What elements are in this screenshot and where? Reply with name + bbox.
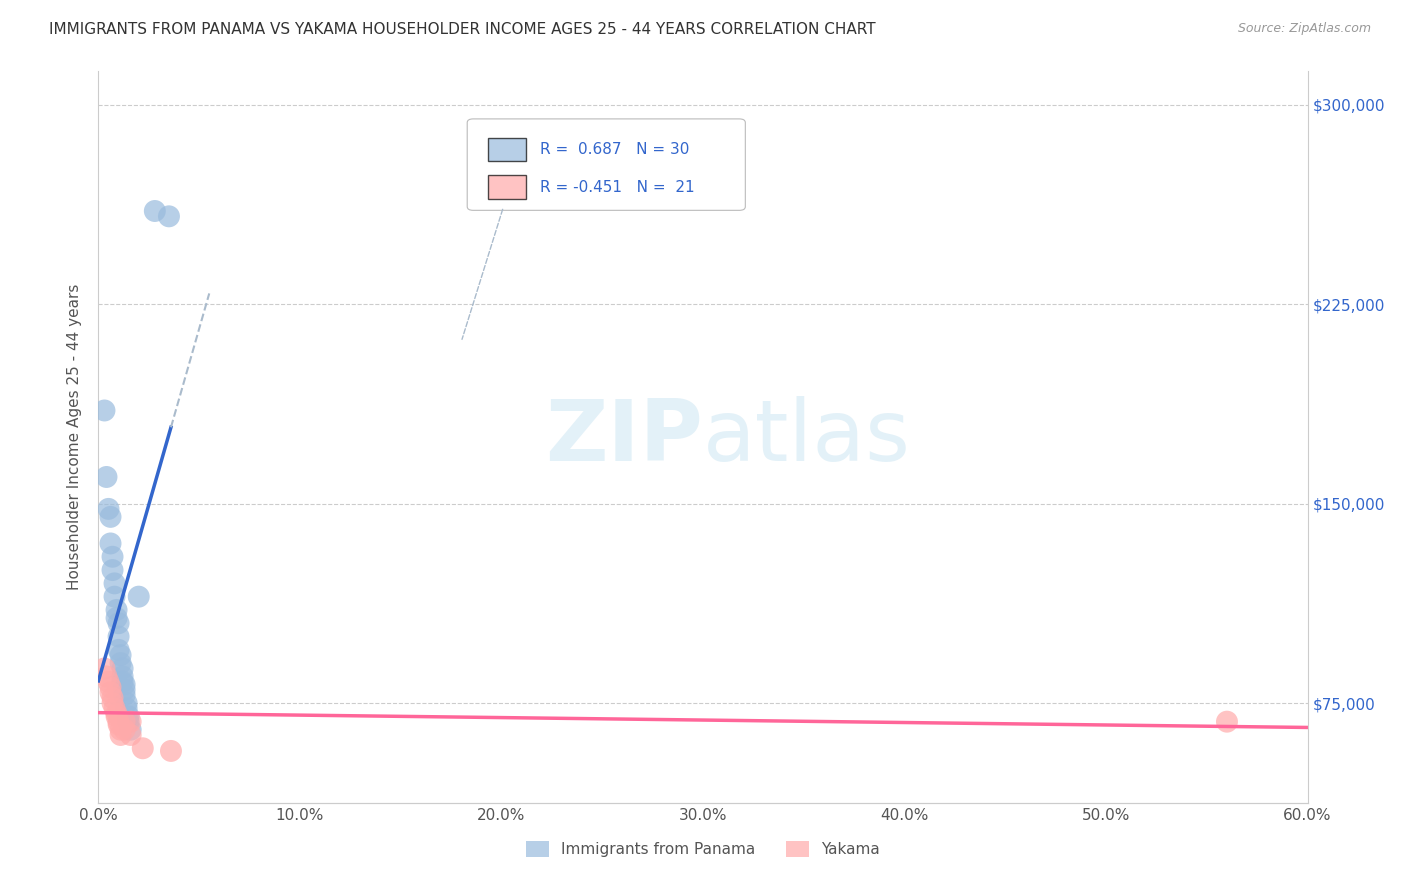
- Point: [120, 728, 142, 742]
- Point: [100, 680, 122, 694]
- Point: [114, 688, 136, 702]
- Text: IMMIGRANTS FROM PANAMA VS YAKAMA HOUSEHOLDER INCOME AGES 25 - 44 YEARS CORRELATI: IMMIGRANTS FROM PANAMA VS YAKAMA HOUSEHO…: [49, 22, 876, 37]
- FancyBboxPatch shape: [488, 176, 526, 199]
- Point: [93, 403, 115, 417]
- Point: [111, 661, 134, 675]
- Point: [132, 741, 155, 756]
- Point: [103, 701, 125, 715]
- Point: [115, 696, 138, 710]
- Point: [110, 648, 132, 663]
- Point: [114, 682, 136, 697]
- Point: [101, 690, 124, 705]
- Point: [96, 669, 118, 683]
- Point: [114, 723, 136, 737]
- Point: [110, 728, 132, 742]
- Y-axis label: Householder Income Ages 25 - 44 years: Householder Income Ages 25 - 44 years: [67, 284, 83, 591]
- Point: [107, 630, 129, 644]
- Point: [107, 717, 129, 731]
- Point: [110, 723, 132, 737]
- Legend: Immigrants from Panama, Yakama: Immigrants from Panama, Yakama: [526, 841, 880, 857]
- Point: [100, 509, 122, 524]
- Point: [107, 643, 129, 657]
- FancyBboxPatch shape: [488, 137, 526, 161]
- Point: [93, 661, 115, 675]
- Point: [114, 677, 136, 691]
- Point: [114, 714, 136, 729]
- Point: [111, 674, 134, 689]
- Point: [120, 714, 142, 729]
- Point: [105, 611, 128, 625]
- Text: Source: ZipAtlas.com: Source: ZipAtlas.com: [1237, 22, 1371, 36]
- Point: [118, 709, 141, 723]
- Point: [97, 502, 120, 516]
- FancyBboxPatch shape: [467, 119, 745, 211]
- Text: R = -0.451   N =  21: R = -0.451 N = 21: [540, 179, 695, 194]
- Point: [103, 576, 125, 591]
- Point: [105, 706, 128, 721]
- Point: [1216, 714, 1239, 729]
- Point: [160, 744, 183, 758]
- Point: [100, 685, 122, 699]
- Point: [115, 701, 138, 715]
- Point: [157, 210, 180, 224]
- Point: [96, 470, 118, 484]
- Point: [105, 603, 128, 617]
- Point: [101, 549, 124, 564]
- Point: [111, 669, 134, 683]
- Point: [128, 590, 150, 604]
- Point: [107, 616, 129, 631]
- Text: R =  0.687   N = 30: R = 0.687 N = 30: [540, 142, 689, 157]
- Point: [110, 656, 132, 670]
- Text: atlas: atlas: [703, 395, 911, 479]
- Point: [118, 714, 141, 729]
- Text: ZIP: ZIP: [546, 395, 703, 479]
- Point: [97, 674, 120, 689]
- Point: [101, 696, 124, 710]
- Point: [103, 590, 125, 604]
- Point: [100, 536, 122, 550]
- Point: [120, 723, 142, 737]
- Point: [101, 563, 124, 577]
- Point: [143, 204, 166, 219]
- Point: [105, 709, 128, 723]
- Point: [107, 714, 129, 729]
